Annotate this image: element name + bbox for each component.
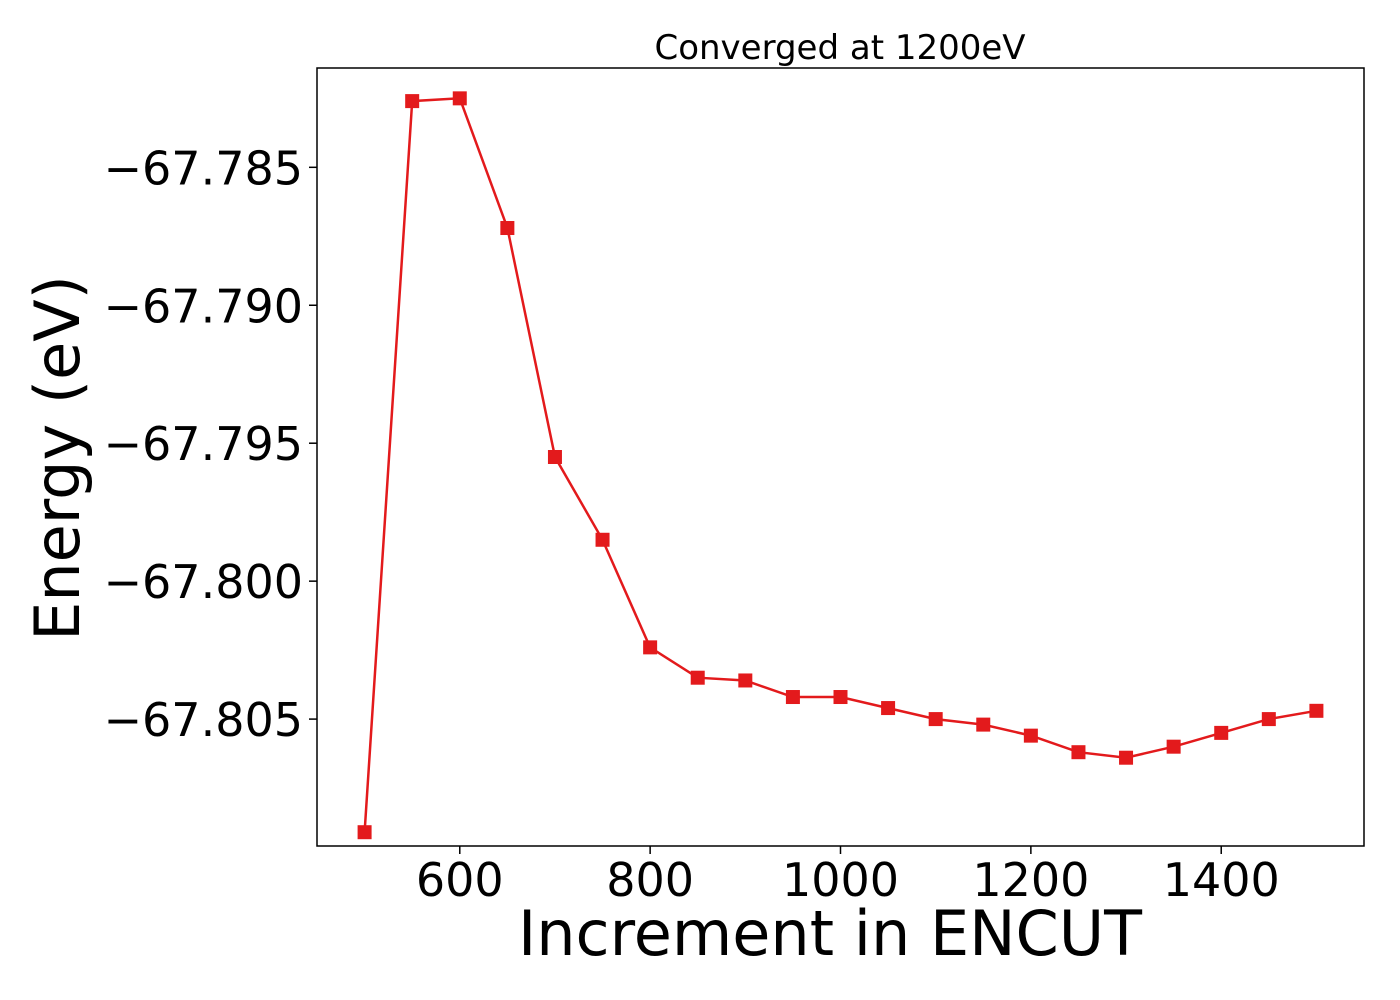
data-point (595, 532, 610, 547)
data-point (500, 221, 515, 236)
data-point (881, 701, 896, 716)
data-point (1309, 703, 1324, 718)
y-tick-label: −67.805 (104, 693, 304, 747)
data-point (452, 91, 467, 106)
x-tick-label: 1000 (782, 853, 899, 907)
y-tick-label: −67.800 (104, 555, 304, 609)
chart-title: Converged at 1200eV (654, 28, 1025, 68)
y-tick-label: −67.785 (104, 141, 304, 195)
data-point (405, 94, 420, 109)
series-line (363, 96, 1317, 833)
x-axis: 600 800 1000 1200 1400 (416, 846, 1280, 907)
x-tick-label: 800 (606, 853, 694, 907)
x-axis-label: Increment in ENCUT (518, 897, 1143, 970)
data-point (547, 450, 562, 464)
series-layer (357, 91, 1324, 840)
y-axis: −67.785 −67.790 −67.795 −67.800 −67.805 (104, 141, 317, 747)
plot-area-frame (316, 67, 1365, 847)
data-point (1214, 725, 1229, 740)
data-point (738, 673, 753, 688)
data-point (1261, 712, 1276, 727)
data-point (690, 670, 705, 685)
x-tick-label: 600 (416, 853, 504, 907)
y-axis-label: Energy (eV) (21, 275, 94, 641)
data-point (833, 690, 848, 705)
data-point (643, 640, 658, 655)
y-tick-label: −67.795 (104, 417, 304, 471)
y-tick-label: −67.790 (104, 279, 304, 333)
data-point (357, 825, 372, 840)
data-point (976, 717, 991, 732)
data-point (785, 690, 800, 705)
data-point (928, 712, 943, 727)
data-point (1119, 750, 1134, 765)
data-point (1023, 728, 1038, 743)
data-point (1166, 739, 1181, 754)
x-tick-label: 1400 (1163, 853, 1280, 907)
data-point (1071, 745, 1086, 760)
x-tick-label: 1200 (972, 853, 1089, 907)
